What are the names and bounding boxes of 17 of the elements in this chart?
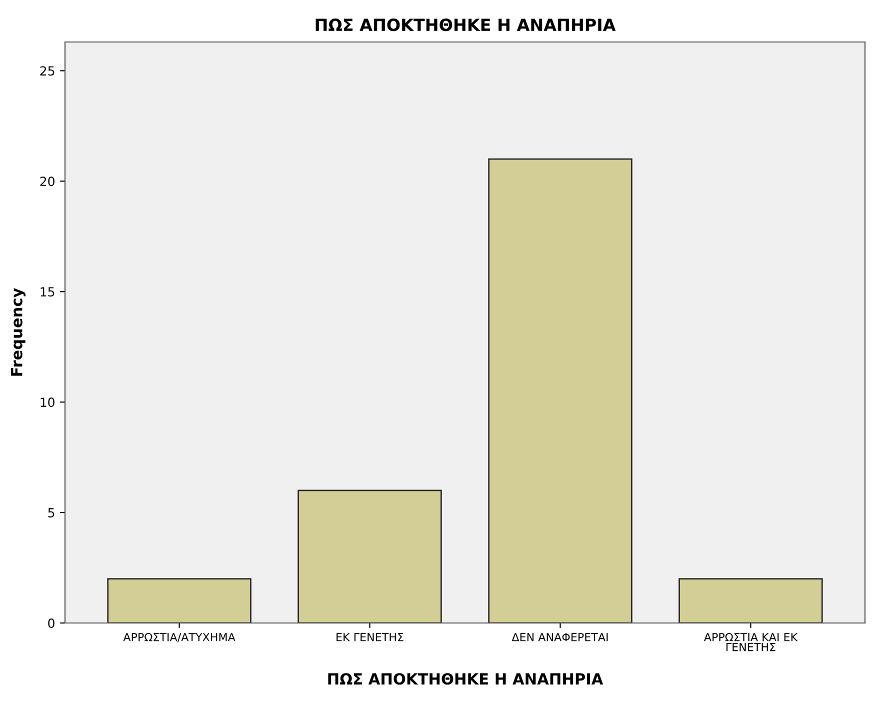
y-axis-title: Frequency — [11, 288, 26, 376]
chart-title: ΠΩΣ ΑΠΟΚΤΗΘΗΚΕ Η ΑΝΑΠΗΡΙΑ — [316, 18, 616, 32]
bar — [678, 578, 823, 623]
bar — [488, 158, 632, 623]
x-tick-label: ΕΚ ΓΕΝΕΤΗΣ — [336, 633, 404, 642]
y-tick-label: 25 — [40, 66, 54, 76]
y-tick-label: 20 — [40, 176, 54, 186]
y-tick-label: 10 — [40, 398, 54, 408]
x-axis-title: ΠΩΣ ΑΠΟΚΤΗΘΗΚΕ Η ΑΝΑΠΗΡΙΑ — [328, 673, 604, 685]
bar — [107, 578, 252, 623]
bar — [298, 490, 442, 623]
y-tick-label: 5 — [48, 508, 54, 518]
x-tick-label: ΔΕΝ ΑΝΑΦΕΡΕΤΑΙ — [512, 633, 608, 642]
x-tick-label: ΑΡΡΩΣΤΙΑ/ΑΤΥΧΗΜΑ — [123, 632, 236, 642]
y-tick-label: 0 — [48, 618, 54, 628]
x-tick-label: ΑΡΡΩΣΤΙΑ ΚΑΙ ΕΚ ΓΕΝΕΤΗΣ — [704, 632, 798, 652]
y-tick-label: 15 — [40, 287, 54, 297]
